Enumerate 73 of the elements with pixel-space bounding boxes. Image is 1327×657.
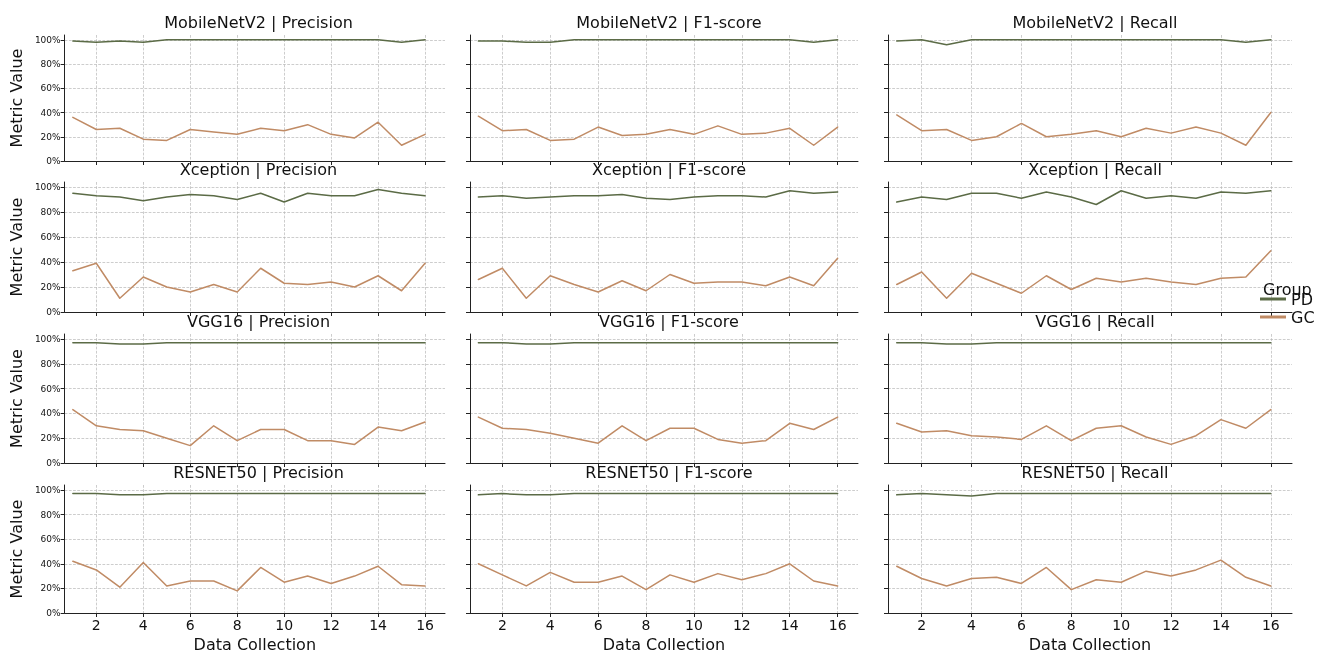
y-tick-label: 0% [46, 608, 62, 618]
chart-title: RESNET50 | F1-score [585, 462, 753, 482]
y-tick-label: 100% [34, 333, 62, 344]
line-series [72, 408, 426, 447]
x-tick-label: 14 [780, 617, 799, 633]
y-tick-label: 80% [40, 207, 62, 217]
x-tick-label: 14 [369, 617, 388, 633]
y-tick-label: 60% [40, 83, 62, 94]
x-tick-label: 6 [1016, 617, 1026, 633]
x-tick-label: 12 [1162, 617, 1180, 633]
chart-title: RESNET50 | Precision [173, 462, 344, 482]
chart-title: VGG16 | Recall [1035, 311, 1155, 331]
line-series [72, 262, 426, 299]
x-tick-label: 2 [917, 617, 927, 633]
x-tick-label: 6 [593, 617, 603, 633]
line-series [72, 188, 426, 203]
x-tick-label: 8 [641, 617, 651, 633]
y-tick-label: 80% [40, 509, 62, 520]
y-tick-label: 20% [40, 583, 62, 594]
y-tick-label: 60% [40, 232, 62, 242]
x-tick-label: 12 [732, 617, 751, 633]
y-tick-label: 40% [40, 107, 62, 118]
y-tick-label: 100% [34, 484, 62, 495]
line-series [72, 116, 426, 146]
y-tick-label: 0% [46, 156, 62, 166]
line-series [72, 560, 426, 592]
x-tick-label: 8 [1066, 617, 1076, 633]
y-tick-label: 0% [46, 458, 62, 468]
x-tick-label: 8 [232, 617, 242, 633]
x-tick-label: 4 [138, 617, 148, 633]
chart-title: Xception | Precision [179, 159, 338, 179]
y-tick-label: 40% [40, 408, 62, 419]
y-tick-label: 100% [34, 34, 62, 45]
x-tick-label: 16 [828, 617, 847, 633]
y-axis-title: Metric Value [6, 349, 26, 448]
chart-title: VGG16 | F1-score [599, 311, 739, 331]
x-axis-title: Data Collection [193, 635, 317, 655]
y-tick-label: 40% [40, 257, 62, 267]
x-tick-label: 4 [545, 617, 555, 633]
y-tick-label: 20% [40, 433, 62, 444]
y-axis-title: Metric Value [6, 48, 26, 148]
chart-title: VGG16 | Precision [186, 311, 331, 331]
y-tick-label: 20% [40, 131, 62, 142]
x-tick-label: 16 [416, 617, 435, 633]
chart-title: Xception | F1-score [591, 159, 747, 179]
chart-title: MobileNetV2 | Precision [164, 12, 353, 32]
chart-title: Xception | Recall [1028, 159, 1162, 179]
y-axis-title: Metric Value [6, 499, 26, 599]
y-tick-label: 0% [46, 307, 62, 317]
chart-title: MobileNetV2 | Recall [1012, 12, 1178, 32]
y-tick-label: 60% [40, 383, 62, 394]
x-tick-label: 14 [1212, 617, 1230, 633]
x-tick-label: 6 [185, 617, 195, 633]
y-tick-label: 80% [40, 358, 62, 369]
x-tick-label: 2 [497, 617, 507, 633]
x-tick-label: 10 [685, 617, 703, 633]
y-tick-label: 60% [40, 534, 62, 545]
x-tick-label: 4 [967, 617, 977, 633]
legend-label: GC [1291, 307, 1315, 327]
y-axis-title: Metric Value [6, 197, 26, 297]
x-tick-label: 16 [1261, 617, 1280, 633]
chart-title: MobileNetV2 | F1-score [576, 12, 762, 32]
x-tick-label: 2 [91, 617, 101, 633]
y-tick-label: 80% [40, 59, 62, 70]
x-tick-label: 10 [1112, 617, 1131, 633]
y-tick-label: 100% [34, 182, 62, 192]
x-tick-label: 10 [275, 617, 294, 633]
x-axis-title: Data Collection [602, 635, 726, 655]
chart-title: RESNET50 | Recall [1021, 462, 1169, 482]
y-tick-label: 20% [40, 282, 62, 292]
y-tick-label: 40% [40, 558, 62, 569]
x-tick-label: 12 [322, 617, 341, 633]
x-axis-title: Data Collection [1028, 635, 1152, 655]
